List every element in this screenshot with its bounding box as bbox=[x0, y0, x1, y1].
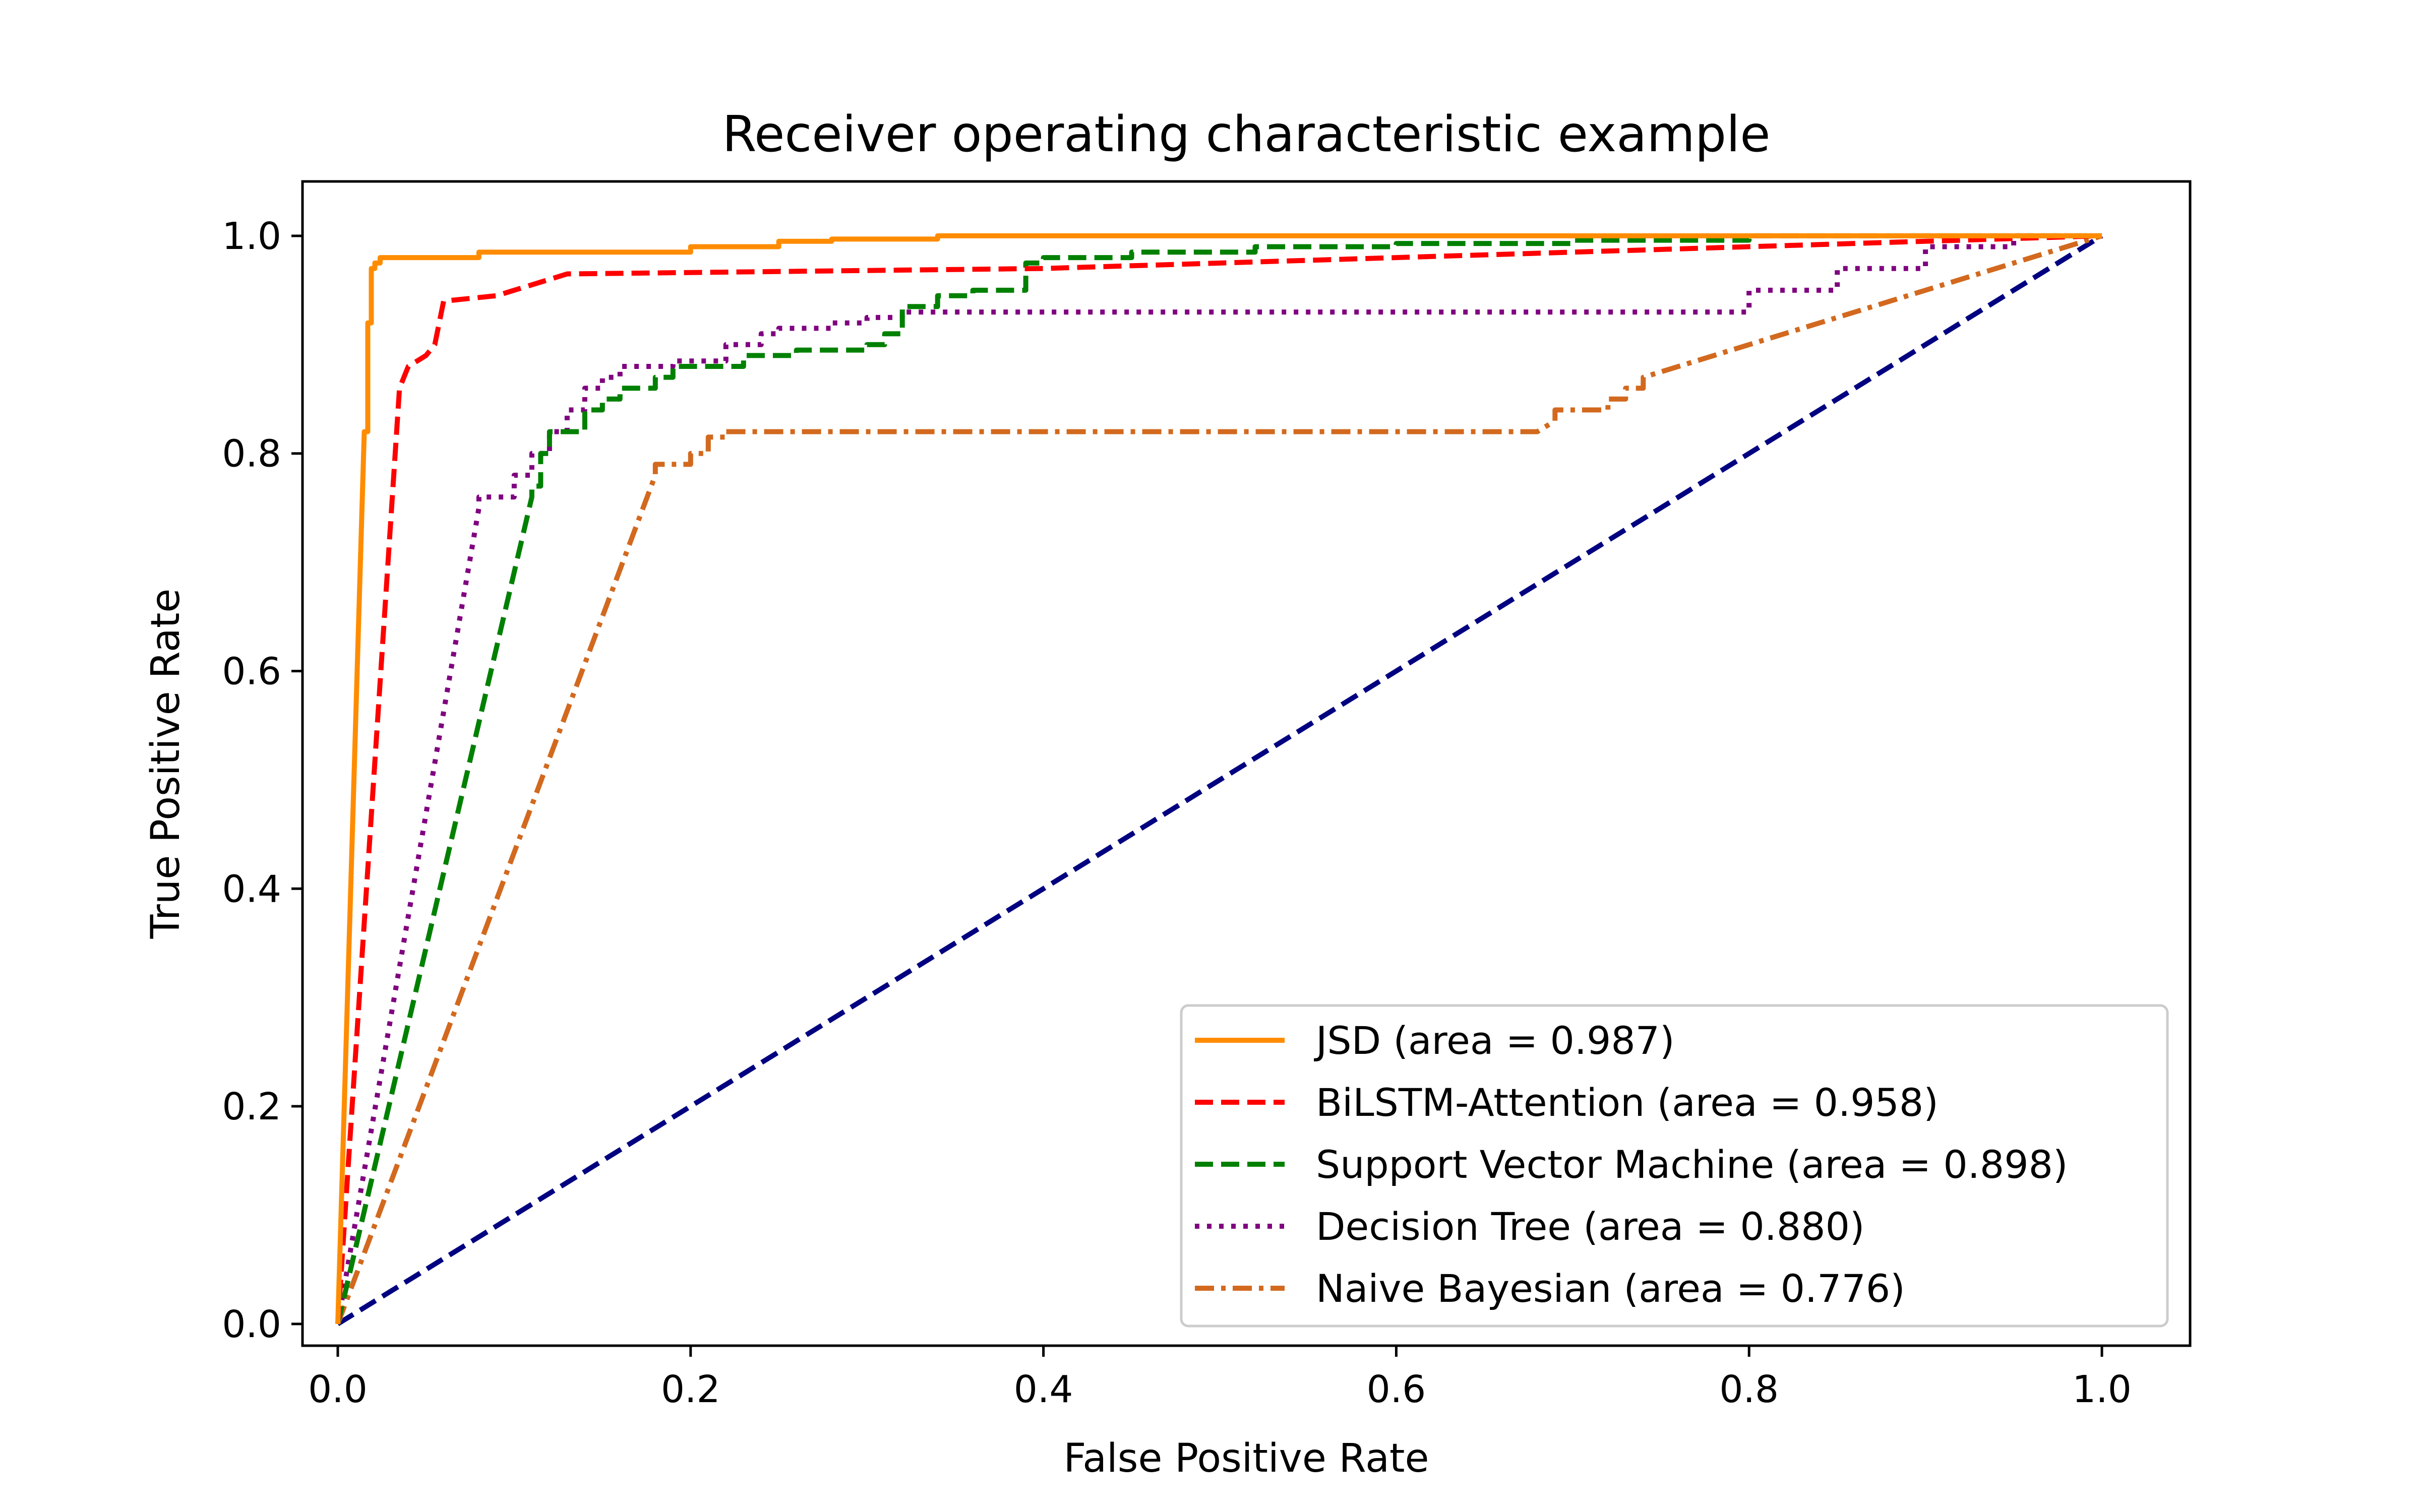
legend-label-jsd: JSD (area = 0.987) bbox=[1314, 1018, 1675, 1063]
legend-label-bilstm-attention: BiLSTM-Attention (area = 0.958) bbox=[1316, 1080, 1939, 1125]
x-tick-label: 1.0 bbox=[2072, 1368, 2132, 1411]
y-tick-label: 0.6 bbox=[222, 650, 281, 693]
series-line-naive-bayesian bbox=[335, 233, 2103, 1325]
y-axis: 0.0 0.2 0.4 0.6 0.8 1.0 bbox=[222, 215, 302, 1346]
series-line-bilstm-attention bbox=[335, 233, 2102, 1325]
y-tick-label: 0.8 bbox=[222, 432, 281, 476]
x-tick-label: 0.8 bbox=[1719, 1368, 1779, 1411]
legend-items: JSD (area = 0.987) BiLSTM-Attention (area… bbox=[1195, 1018, 2068, 1311]
y-tick-label: 0.2 bbox=[222, 1085, 281, 1128]
chart-title: Receiver operating characteristic exampl… bbox=[722, 106, 1770, 163]
legend-label-support-vector-machine: Support Vector Machine (area = 0.898) bbox=[1316, 1142, 2068, 1187]
y-tick-label: 0.4 bbox=[222, 867, 281, 911]
series-line-chance bbox=[336, 233, 2103, 1327]
y-tick-label: 1.0 bbox=[222, 215, 281, 258]
series-line-support-vector-machine bbox=[335, 233, 2102, 1325]
plot-area-frame bbox=[301, 180, 2192, 1347]
legend-label-decision-tree: Decision Tree (area = 0.880) bbox=[1316, 1204, 1865, 1249]
x-axis-label: False Positive Rate bbox=[1064, 1436, 1429, 1481]
legend: JSD (area = 0.987) BiLSTM-Attention (area… bbox=[1180, 1004, 2169, 1328]
legend-box bbox=[1180, 1004, 2169, 1328]
x-tick-label: 0.2 bbox=[661, 1368, 720, 1411]
x-tick-label: 0.4 bbox=[1014, 1368, 1073, 1411]
x-axis: 0.0 0.2 0.4 0.6 0.8 1.0 bbox=[308, 1346, 2132, 1411]
series-layer bbox=[335, 233, 2103, 1327]
series-line-jsd bbox=[335, 233, 2102, 1324]
y-tick-label: 0.0 bbox=[222, 1303, 281, 1346]
x-tick-label: 0.0 bbox=[308, 1368, 368, 1411]
legend-label-naive-bayesian: Naive Bayesian (area = 0.776) bbox=[1316, 1266, 1905, 1311]
y-axis-label: True Positive Rate bbox=[143, 589, 189, 939]
x-tick-label: 0.6 bbox=[1367, 1368, 1426, 1411]
